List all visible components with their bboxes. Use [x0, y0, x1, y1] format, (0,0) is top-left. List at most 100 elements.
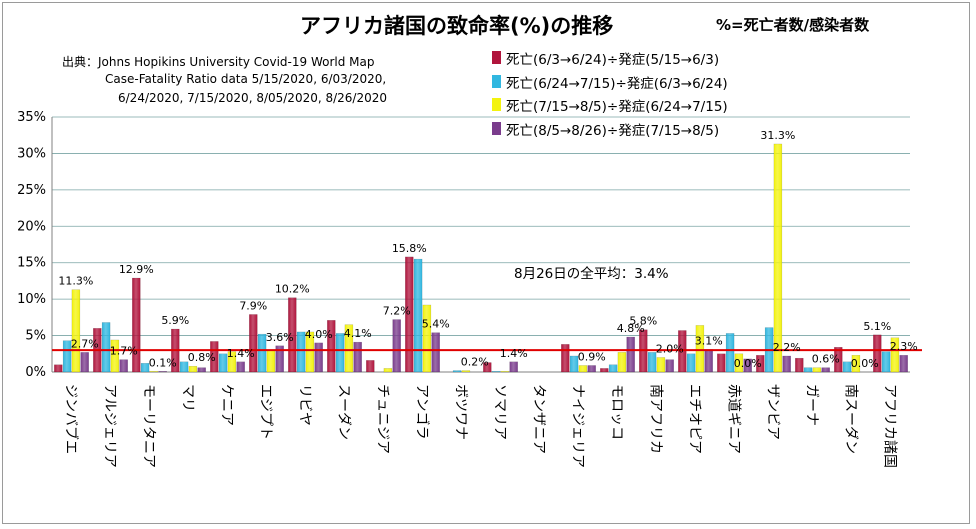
- bar-2: [842, 361, 852, 373]
- y-tick-label: 10%: [17, 292, 46, 307]
- bar-2: [62, 340, 72, 373]
- y-tick-label: 30%: [17, 146, 46, 161]
- legend-label-3: 死亡(7/15→8/5)÷発症(6/24→7/15): [506, 99, 728, 115]
- y-tick-label: 15%: [17, 256, 46, 271]
- y-tick-label: 5%: [25, 329, 46, 344]
- bar-1: [54, 364, 63, 373]
- category-label: 南アフリカ: [648, 384, 664, 454]
- bar-1: [327, 320, 336, 373]
- bar-2: [686, 353, 696, 373]
- data-label: 11.3%: [58, 275, 93, 288]
- bar-4: [821, 367, 830, 373]
- category-label: ケニア: [219, 384, 235, 426]
- bar-1: [249, 314, 258, 373]
- bar-4: [626, 336, 635, 373]
- bar-3: [266, 349, 276, 373]
- bar-3: [734, 353, 744, 373]
- bar-4: [80, 352, 89, 373]
- bar-3: [422, 304, 432, 373]
- bar-3: [617, 352, 627, 373]
- bar-1: [717, 353, 726, 373]
- bar-3: [500, 371, 510, 373]
- category-label: リビヤ: [297, 384, 313, 426]
- data-label: 2.7%: [71, 337, 99, 350]
- data-label: 5.4%: [422, 318, 450, 331]
- bar-2: [179, 361, 189, 373]
- bar-4: [665, 359, 674, 373]
- legend-swatch-2: [492, 74, 501, 88]
- bar-2: [569, 355, 579, 373]
- bar-2: [881, 351, 891, 373]
- bar-2: [296, 331, 306, 373]
- bar-3: [773, 143, 783, 373]
- bar-4: [587, 365, 596, 373]
- bar-3: [344, 324, 354, 373]
- data-label: 1.4%: [500, 347, 528, 360]
- category-label: エジプト: [258, 384, 274, 440]
- data-label: 0.8%: [188, 351, 216, 364]
- data-label: 3.6%: [266, 331, 294, 344]
- data-label: 4.0%: [305, 328, 333, 341]
- bar-3: [71, 289, 81, 373]
- bar-1: [795, 357, 804, 373]
- bar-3: [812, 367, 822, 373]
- data-label: 4.8%: [617, 322, 645, 335]
- y-tick-label: 0%: [25, 365, 46, 380]
- y-tick-label: 20%: [17, 219, 46, 234]
- bar-4: [119, 359, 128, 373]
- bar-4: [509, 361, 518, 373]
- bar-2: [725, 333, 735, 373]
- legend-label-2: 死亡(6/24→7/15)÷発症(6/3→6/24): [506, 75, 728, 92]
- data-label: 31.3%: [760, 129, 795, 142]
- bar-2: [101, 322, 111, 373]
- bar-1: [561, 344, 570, 373]
- bar-4: [353, 341, 362, 373]
- bar-2: [491, 371, 501, 373]
- data-label: 12.9%: [119, 263, 154, 276]
- bar-3: [461, 370, 471, 373]
- bar-3: [149, 371, 159, 373]
- data-label: 0.0%: [734, 357, 762, 370]
- bar-2: [452, 370, 462, 373]
- data-label: 2.0%: [656, 342, 684, 355]
- bar-4: [899, 355, 908, 373]
- data-label: 0.1%: [149, 356, 177, 369]
- source-line-3: 6/24/2020, 7/15/2020, 8/05/2020, 8/26/20…: [118, 91, 388, 105]
- data-label: 4.1%: [344, 327, 372, 340]
- legend-label-1: 死亡(6/3→6/24)÷発症(5/15→6/3): [506, 52, 720, 68]
- data-label: 10.2%: [275, 283, 310, 296]
- category-label: アフリカ諸国: [882, 384, 898, 468]
- bar-3: [656, 357, 666, 373]
- category-label: エチオピア: [687, 384, 703, 454]
- bar-1: [405, 256, 414, 373]
- data-label: 0.9%: [578, 350, 606, 363]
- bar-2: [608, 364, 618, 373]
- y-tick-label: 35%: [17, 110, 46, 125]
- bar-4: [431, 332, 440, 373]
- bar-1: [756, 355, 765, 373]
- bar-3: [578, 365, 588, 373]
- category-label: アルジェリア: [102, 384, 118, 468]
- bar-4: [275, 345, 284, 373]
- data-label: 0.6%: [812, 353, 840, 366]
- data-label: 0.2%: [461, 356, 489, 369]
- data-label: 0.0%: [851, 357, 879, 370]
- bar-2: [218, 353, 228, 373]
- category-label: 赤道ギニア: [726, 384, 742, 454]
- bar-4: [158, 371, 167, 373]
- bar-1: [873, 334, 882, 373]
- y-tick-label: 25%: [17, 183, 46, 198]
- bar-3: [890, 337, 900, 373]
- category-label: ボツワナ: [453, 384, 469, 440]
- bar-4: [704, 349, 713, 373]
- category-label: モーリタニア: [141, 384, 157, 468]
- bar-1: [210, 341, 219, 373]
- bar-2: [647, 352, 657, 373]
- category-label: ジンバブエ: [63, 384, 80, 454]
- category-label: ガーナ: [804, 384, 820, 426]
- data-label: 1.4%: [227, 347, 255, 360]
- bar-1: [678, 330, 687, 373]
- category-label: アンゴラ: [414, 384, 431, 439]
- bar-2: [803, 367, 813, 373]
